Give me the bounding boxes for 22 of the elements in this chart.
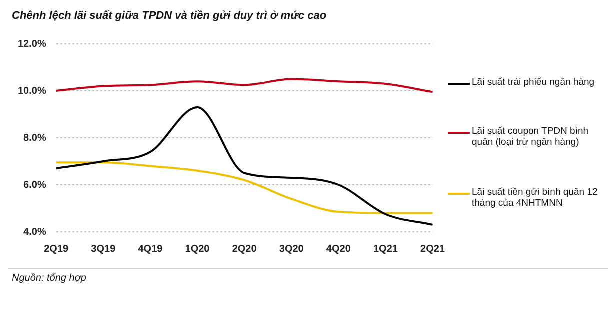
x-tick-label: 3Q19	[91, 244, 116, 255]
y-tick-label: 10.0%	[18, 86, 46, 97]
x-tick-label: 4Q20	[326, 244, 352, 255]
x-tick-label: 3Q20	[279, 244, 304, 255]
y-tick-label: 4.0%	[24, 226, 46, 238]
line-series	[55, 162, 434, 214]
legend-label: Lãi suất tiền gửi bình quân 12 tháng của 4NHTMNN	[472, 186, 598, 209]
x-tick-label: 1Q20	[185, 244, 210, 255]
x-tick-label: 2Q19	[44, 244, 70, 255]
y-tick-label: 8.0%	[24, 132, 46, 144]
y-tick-label: 12.0%	[18, 38, 46, 50]
x-tick-label: 4Q19	[138, 244, 164, 255]
x-tick-label: 2Q20	[232, 244, 258, 255]
x-tick-label: 1Q21	[373, 244, 398, 255]
chart-title: Chênh lệch lãi suất giữa TPDN và tiền gửi duy trì ở mức cao	[11, 9, 328, 24]
legend-label: Lãi suất coupon TPDN bình quân (loại trừ ngân hàng)	[472, 126, 590, 148]
legend-label: Lãi suất trái phiếu ngân hàng	[472, 77, 595, 88]
text: Nguồn: tổng hợp	[11, 272, 88, 286]
line-series	[55, 78, 434, 94]
y-tick-label: 6.0%	[24, 180, 46, 191]
x-tick-label: 2Q21	[420, 244, 446, 255]
line-series	[55, 106, 434, 226]
